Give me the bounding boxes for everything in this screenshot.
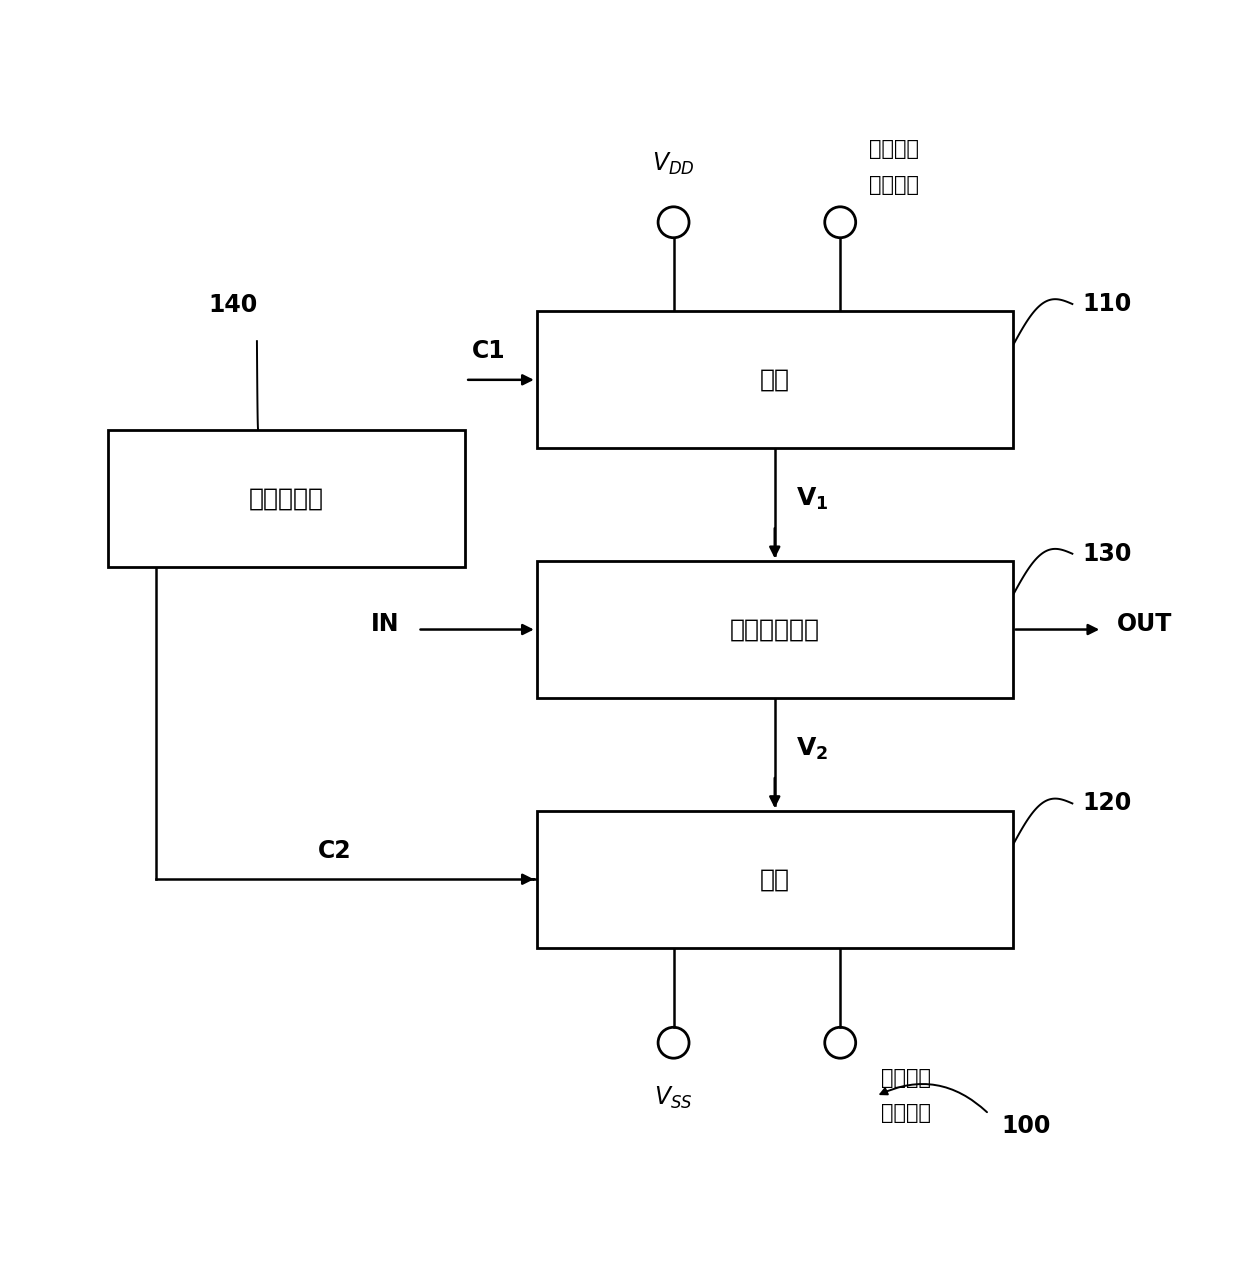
Text: $V_{DD}$: $V_{DD}$ bbox=[652, 151, 694, 177]
Text: 120: 120 bbox=[1081, 792, 1131, 816]
Text: $\mathbf{V}_\mathbf{2}$: $\mathbf{V}_\mathbf{2}$ bbox=[796, 735, 828, 762]
Text: $V_{SS}$: $V_{SS}$ bbox=[655, 1084, 693, 1111]
Text: 开关: 开关 bbox=[760, 868, 790, 892]
Text: $\mathbf{V}_\mathbf{1}$: $\mathbf{V}_\mathbf{1}$ bbox=[796, 486, 828, 512]
Text: 输出接地: 输出接地 bbox=[880, 1103, 931, 1123]
Bar bbox=[537, 311, 1013, 448]
Text: 130: 130 bbox=[1081, 541, 1131, 565]
Text: 供电需求装置: 供电需求装置 bbox=[730, 617, 820, 641]
Text: 100: 100 bbox=[1001, 1114, 1050, 1138]
Text: OUT: OUT bbox=[1116, 611, 1172, 635]
Text: C1: C1 bbox=[472, 339, 506, 363]
Text: 输出电源: 输出电源 bbox=[869, 175, 919, 195]
Text: 110: 110 bbox=[1081, 292, 1131, 316]
Text: 开关: 开关 bbox=[760, 368, 790, 392]
Bar bbox=[537, 811, 1013, 947]
Text: C2: C2 bbox=[317, 839, 351, 863]
Text: 可变输入: 可变输入 bbox=[869, 139, 919, 159]
Bar bbox=[108, 430, 465, 567]
Bar bbox=[537, 562, 1013, 698]
Text: 开关控制器: 开关控制器 bbox=[249, 487, 324, 511]
Text: 可变输入: 可变输入 bbox=[880, 1068, 931, 1088]
Text: IN: IN bbox=[371, 611, 399, 635]
Text: 140: 140 bbox=[208, 293, 258, 318]
